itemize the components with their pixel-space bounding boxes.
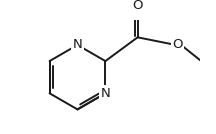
Text: N: N [100,87,110,100]
Text: N: N [73,38,82,51]
Text: O: O [172,38,183,51]
Text: O: O [132,0,143,12]
